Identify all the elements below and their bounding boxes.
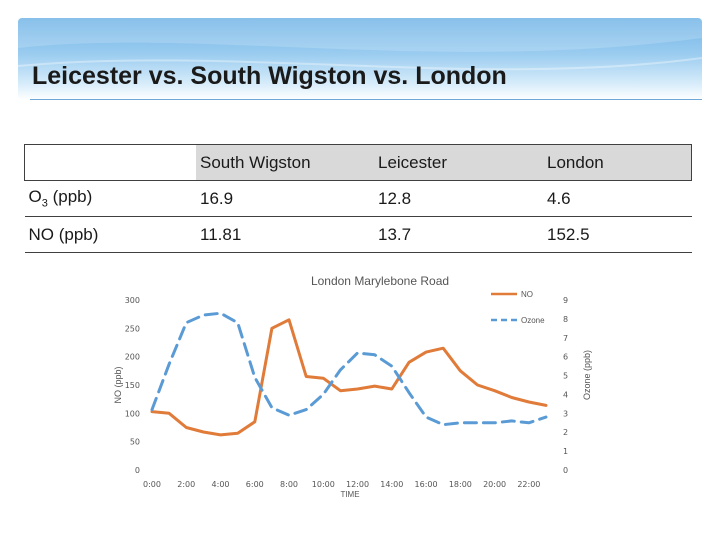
chart-title: London Marylebone Road (311, 274, 449, 288)
x-tick-label: 4:00 (212, 480, 230, 489)
cell-ozone-leicester: 12.8 (374, 180, 543, 217)
y-axis-left-label: NO (ppb) (113, 366, 123, 403)
x-tick-label: 22:00 (517, 480, 540, 489)
y-left-tick-label: 250 (125, 324, 140, 333)
cell-no-south-wigston: 11.81 (196, 216, 374, 253)
slide-title: Leicester vs. South Wigston vs. London (32, 62, 507, 90)
series-line-ozone (150, 311, 548, 427)
x-tick-label: 16:00 (415, 480, 438, 489)
y-left-tick-label: 0 (135, 466, 140, 475)
title-rule (30, 99, 702, 100)
cell-no-london: 152.5 (543, 216, 692, 253)
y-left-tick-label: 200 (125, 353, 140, 362)
series-lines (150, 311, 548, 437)
y-right-tick-label: 0 (563, 466, 568, 475)
y-right-tick-label: 5 (563, 372, 568, 381)
x-tick-label: 2:00 (177, 480, 195, 489)
table-header-leicester: Leicester (374, 144, 543, 181)
y-right-tick-label: 8 (563, 315, 568, 324)
cell-no-leicester: 13.7 (374, 216, 543, 253)
series-line-no (150, 318, 548, 437)
table-header-london: London (543, 144, 692, 181)
table-header-corner (24, 144, 196, 181)
x-tick-label: 12:00 (346, 480, 369, 489)
axis-ticks: 0 50 100 150 200 250 300 0 1 2 3 4 5 6 7 8 9 0:00 2:00 4:00… (125, 296, 568, 489)
x-tick-label: 20:00 (483, 480, 506, 489)
y-right-tick-label: 9 (563, 296, 568, 305)
table-row-ozone: O3 (ppb) 16.9 12.8 4.6 (24, 180, 692, 217)
x-tick-label: 10:00 (312, 480, 335, 489)
title-banner (18, 18, 702, 100)
banner-swoosh-decoration (18, 18, 702, 71)
legend-label-ozone: Ozone (521, 316, 545, 325)
y-left-tick-label: 100 (125, 409, 140, 418)
y-right-tick-label: 6 (563, 353, 568, 362)
row-label-ozone: O3 (ppb) (24, 180, 196, 217)
x-tick-label: 8:00 (280, 480, 298, 489)
table-row-no: NO (ppb) 11.81 13.7 152.5 (24, 216, 692, 253)
x-tick-label: 0:00 (143, 480, 161, 489)
y-left-tick-label: 150 (125, 381, 140, 390)
legend-label-no: NO (521, 290, 533, 299)
cell-ozone-south-wigston: 16.9 (196, 180, 374, 217)
y-right-tick-label: 2 (563, 428, 568, 437)
y-right-tick-label: 4 (563, 390, 568, 399)
y-right-tick-label: 7 (563, 334, 568, 343)
x-tick-label: 6:00 (246, 480, 264, 489)
y-left-tick-label: 300 (125, 296, 140, 305)
x-tick-label: 14:00 (380, 480, 403, 489)
table-header-south-wigston: South Wigston (196, 144, 374, 181)
y-right-tick-label: 3 (563, 409, 568, 418)
row-label-no: NO (ppb) (24, 216, 196, 253)
y-right-tick-label: 1 (563, 447, 568, 456)
x-tick-label: 18:00 (449, 480, 472, 489)
cell-ozone-london: 4.6 (543, 180, 692, 217)
y-axis-right-label: Ozone (ppb) (582, 350, 592, 400)
y-left-tick-label: 50 (130, 438, 140, 447)
x-axis-label: TIME (340, 490, 359, 499)
table-header-row: South Wigston Leicester London (24, 144, 692, 181)
chart-legend: NO Ozone (491, 290, 545, 325)
comparison-table: South Wigston Leicester London O3 (ppb) … (24, 144, 692, 253)
